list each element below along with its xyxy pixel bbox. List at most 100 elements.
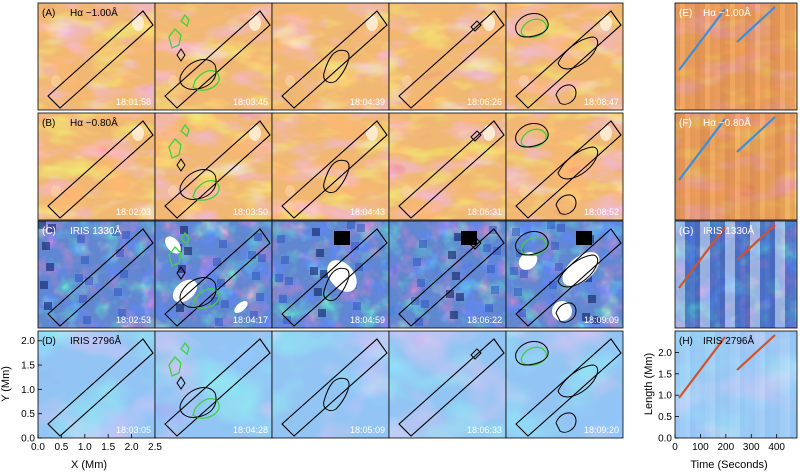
image-panel: 18:03:50 [154, 112, 273, 221]
timeslice-y-tick-label: 1.0 [658, 391, 672, 402]
panel-image [389, 113, 506, 220]
timeslice-image [675, 331, 797, 438]
timeslice-label: (H) [679, 336, 693, 347]
slit-box [398, 120, 505, 219]
panel-title: Hα −0.80Å [70, 116, 118, 129]
black-contour [323, 159, 350, 194]
timestamp: 18:05:09 [350, 425, 385, 435]
image-panel: 18:06:33 [388, 330, 507, 439]
black-contour [515, 13, 549, 38]
timeslice-title: Hα −1.00Å [703, 6, 751, 19]
black-contour [515, 341, 549, 366]
image-panel: 18:04:28 [154, 330, 273, 439]
panel-image [272, 221, 389, 328]
timestamp: 18:02:53 [116, 315, 151, 325]
timestamp: 18:04:28 [233, 425, 268, 435]
black-contour [176, 158, 186, 172]
image-panel: (A) Hα −1.00Å 18:01:58 [37, 2, 156, 111]
timestamp: 18:09:20 [584, 425, 619, 435]
black-contour [176, 266, 186, 280]
panel-image [506, 331, 623, 438]
black-contour [557, 36, 599, 70]
panel-image [272, 3, 389, 110]
slit-box [281, 120, 388, 219]
green-contour [168, 356, 182, 377]
black-contour [176, 376, 186, 390]
timeslice-panel: (G) IRIS 1330Å [674, 220, 798, 329]
black-contour [176, 48, 186, 62]
timestamp: 18:09:09 [584, 315, 619, 325]
image-panel: 18:09:20 [505, 330, 624, 439]
timestamp: 18:04:39 [350, 97, 385, 107]
black-contour [323, 49, 350, 84]
timestamp: 18:03:50 [233, 207, 268, 217]
slit-box [281, 10, 388, 109]
image-panel: 18:06:22 [388, 220, 507, 329]
timestamp: 18:06:31 [467, 207, 502, 217]
panel-image [272, 113, 389, 220]
axes: X (Mm) Y (Mm) Time (Seconds) Length (Mm)… [0, 336, 785, 471]
green-contour [192, 288, 220, 309]
timestamp: 18:08:52 [584, 207, 619, 217]
timeslice-track-line [678, 118, 726, 181]
panel-frame [505, 2, 624, 111]
slit-box [515, 338, 622, 437]
timeslice-x-tick-label: 300 [743, 442, 760, 453]
black-contour [555, 412, 577, 433]
green-contour [168, 28, 182, 49]
timeslice-image [675, 113, 797, 220]
timeslice-label: (E) [679, 8, 692, 19]
timestamp: 18:03:05 [116, 425, 151, 435]
image-panel: 18:04:59 [271, 220, 390, 329]
green-contour [192, 398, 220, 419]
y-tick-label: 1.0 [21, 385, 35, 396]
timeslice-x-tick-label: 100 [692, 442, 709, 453]
timeslice-frame [674, 2, 798, 111]
timeslice-track-line [736, 224, 776, 261]
slit-box [281, 338, 388, 437]
timeslice-image [675, 221, 797, 328]
timeslice-frame [674, 112, 798, 221]
image-xlabel: X (Mm) [71, 459, 107, 471]
green-contour [168, 246, 182, 267]
panel-image [38, 331, 155, 438]
timeslice-frame [674, 330, 798, 439]
image-panel: 18:05:09 [271, 330, 390, 439]
panel-label: (B) [42, 118, 55, 129]
timeslice-y-tick-label: 2.0 [658, 348, 672, 359]
slit-box [164, 10, 271, 109]
panel-image [155, 3, 272, 110]
black-contour [557, 254, 599, 288]
slit-box [164, 228, 271, 327]
timeslice-track-line [678, 336, 726, 399]
panel-title: Hα −1.00Å [70, 6, 118, 19]
panel-image [155, 221, 272, 328]
x-tick-label: 0.0 [31, 442, 45, 453]
timeslice-y-tick-label: 0.5 [658, 412, 672, 423]
image-panel: 18:03:45 [154, 2, 273, 111]
x-tick-label: 1.0 [78, 442, 92, 453]
green-contour [520, 236, 547, 257]
image-panels: (A) Hα −1.00Å 18:01:58 18:03:45 18:04:39 18:0… [37, 2, 624, 439]
black-contour [515, 123, 549, 148]
black-contour [515, 231, 549, 256]
green-contour [180, 123, 190, 138]
slit-box [398, 228, 505, 327]
image-panel: 18:04:17 [154, 220, 273, 329]
black-contour [555, 194, 577, 215]
slit-box [47, 10, 154, 109]
green-contour [192, 180, 220, 201]
green-contour [520, 346, 547, 367]
timestamp: 18:04:43 [350, 207, 385, 217]
panel-image [389, 3, 506, 110]
timeslice-panel: (H) IRIS 2796Å [674, 330, 798, 439]
y-tick-label: 0.0 [21, 434, 35, 445]
black-contour [179, 59, 217, 90]
timestamp: 18:04:59 [350, 315, 385, 325]
timestamp: 18:06:33 [467, 425, 502, 435]
black-contour [557, 146, 599, 180]
image-ylabel: Y (Mm) [0, 366, 12, 402]
timestamp: 18:08:47 [584, 97, 619, 107]
timeslice-title: Hα −0.80Å [703, 116, 751, 129]
black-contour [323, 377, 350, 412]
